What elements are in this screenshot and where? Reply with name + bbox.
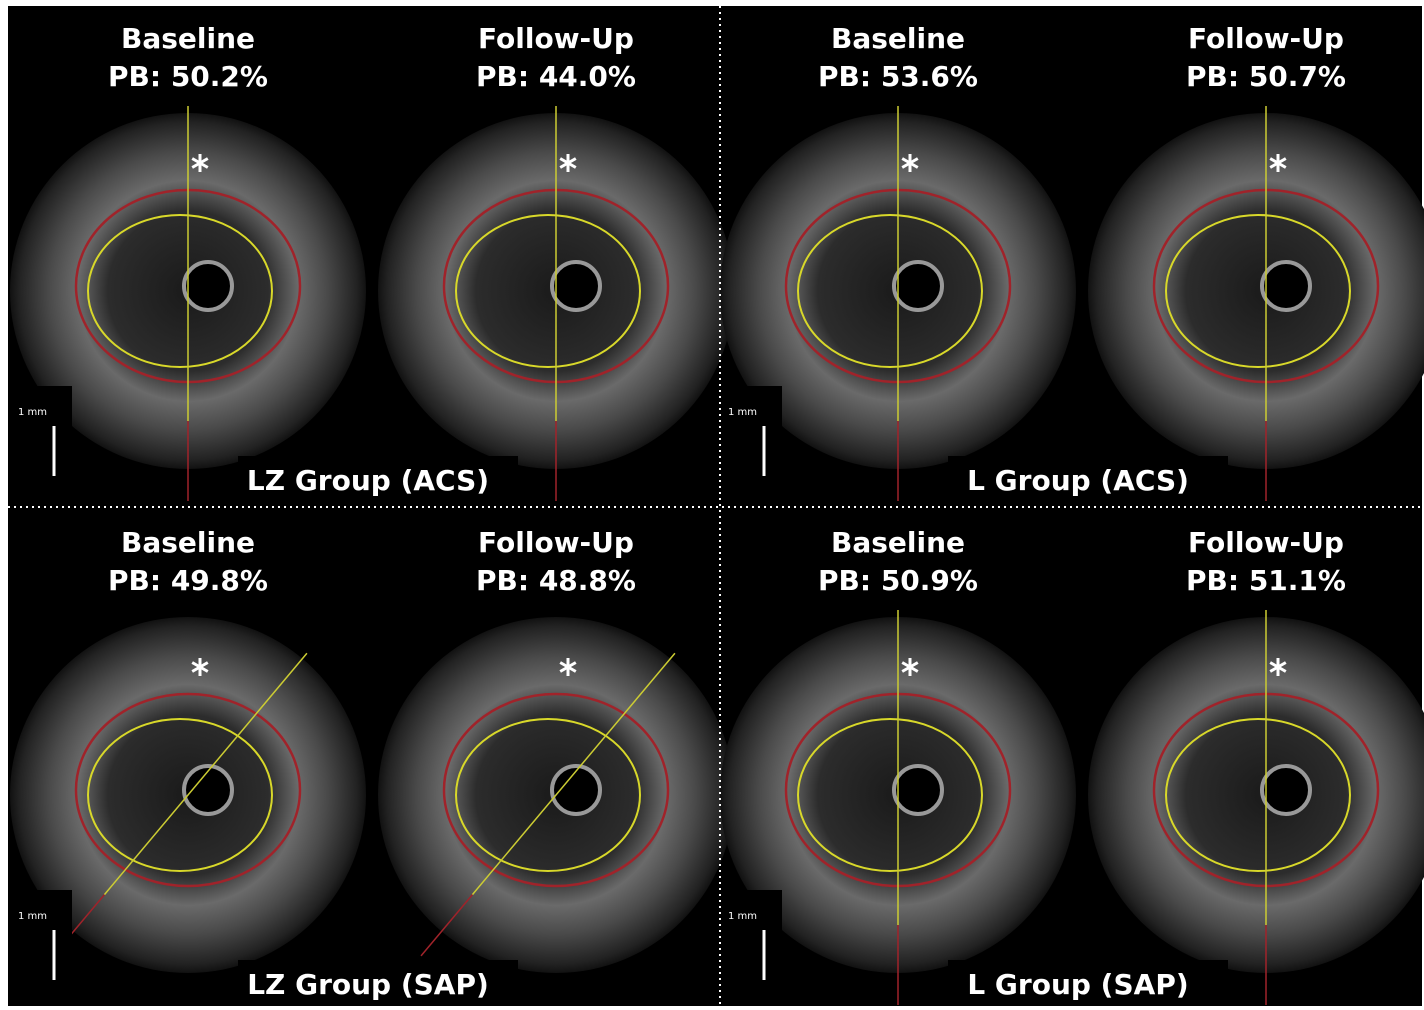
image-label: Baseline [831,526,965,559]
scale-label: 1 mm [728,407,757,418]
plaque-burden: PB: 50.7% [1186,60,1346,93]
group-label: LZ Group (ACS) [247,464,489,497]
scale-box [722,890,782,990]
catheter [1262,766,1310,814]
catheter [552,262,600,310]
scale-box [722,386,782,486]
plaque-burden: PB: 49.8% [108,564,268,597]
plaque-burden: PB: 53.6% [818,60,978,93]
scale-box [12,386,72,486]
ivus-image [378,617,734,973]
plaque-burden: PB: 50.2% [108,60,268,93]
image-label: Follow-Up [478,22,634,55]
image-label: Follow-Up [478,526,634,559]
group-label: LZ Group (SAP) [247,968,489,1001]
scale-label: 1 mm [18,407,47,418]
image-label: Baseline [831,22,965,55]
catheter [1262,262,1310,310]
figure: Baseline PB: 50.2% Follow-Up PB: 44.0% LZ Gr… [0,0,1424,1010]
catheter [894,766,942,814]
scale-label: 1 mm [18,911,47,922]
catheter [894,262,942,310]
catheter [552,766,600,814]
plaque-burden: PB: 51.1% [1186,564,1346,597]
plaque-burden: PB: 50.9% [818,564,978,597]
plaque-burden: PB: 44.0% [476,60,636,93]
scale-box [12,890,72,990]
group-label: L Group (ACS) [967,464,1189,497]
catheter [184,262,232,310]
plaque-burden: PB: 48.8% [476,564,636,597]
scale-label: 1 mm [728,911,757,922]
image-label: Baseline [121,526,255,559]
image-label: Baseline [121,22,255,55]
image-label: Follow-Up [1188,526,1344,559]
catheter [184,766,232,814]
image-label: Follow-Up [1188,22,1344,55]
group-label: L Group (SAP) [967,968,1188,1001]
